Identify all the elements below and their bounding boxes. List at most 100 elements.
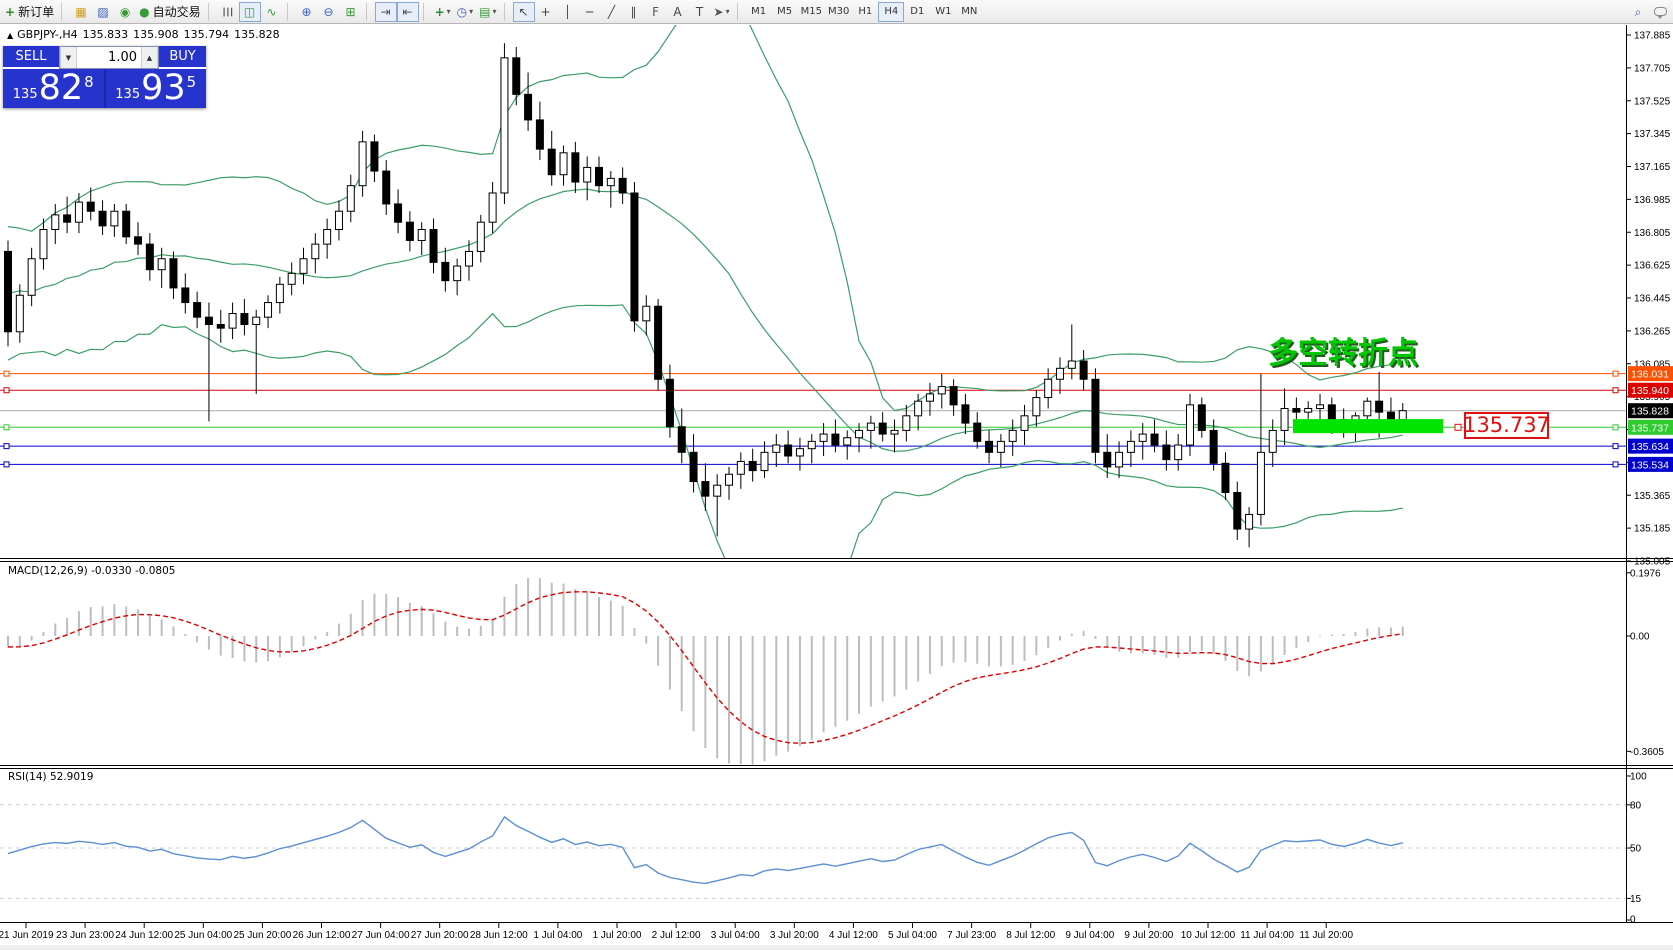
svg-text:26 Jun 12:00: 26 Jun 12:00 — [293, 930, 351, 941]
volume-input[interactable] — [77, 47, 141, 68]
signals-icon: ◉ — [119, 4, 131, 19]
svg-text:136.031: 136.031 — [1631, 369, 1669, 381]
text-label-button[interactable]: T — [689, 2, 711, 22]
svg-text:1 Jul 20:00: 1 Jul 20:00 — [593, 930, 642, 941]
trendline-icon: ╱ — [607, 4, 616, 19]
search-icon: ⌕ — [1634, 4, 1642, 19]
svg-text:23 Jun 23:00: 23 Jun 23:00 — [56, 930, 114, 941]
timeframe-button-h1[interactable]: H1 — [852, 2, 878, 22]
rsi-label: RSI(14) 52.9019 — [8, 771, 94, 783]
ohlc-open: 135.833 — [82, 28, 129, 41]
templates-button[interactable]: ▤ ▾ — [476, 2, 499, 22]
svg-text:27 Jun 04:00: 27 Jun 04:00 — [352, 930, 410, 941]
svg-text:10 Jul 12:00: 10 Jul 12:00 — [1181, 930, 1236, 941]
timeframe-button-m5[interactable]: M5 — [772, 2, 798, 22]
horizontal-line-button[interactable]: ─ — [579, 2, 601, 22]
tile-windows-button[interactable]: ⊞ — [340, 2, 362, 22]
candlestick-chart-button[interactable]: ◫ — [238, 1, 261, 22]
profiles-button[interactable]: ▨ — [92, 2, 114, 22]
zoom-out-button[interactable]: ⊖ — [318, 2, 340, 22]
toolbar-separator — [207, 2, 214, 21]
svg-text:15: 15 — [1630, 894, 1642, 905]
svg-text:135.185: 135.185 — [1634, 524, 1671, 535]
chart-canvas[interactable]: 多空转折点多空转折点135.737137.885137.705137.52513… — [0, 24, 1673, 950]
new-chart-button[interactable]: ▦ — [70, 2, 92, 22]
svg-text:136.625: 136.625 — [1634, 261, 1671, 272]
cursor-button[interactable]: ↖ — [512, 1, 535, 22]
svg-text:80: 80 — [1630, 800, 1642, 811]
comments-icon — [1653, 7, 1667, 19]
svg-text:24 Jun 12:00: 24 Jun 12:00 — [115, 930, 173, 941]
candlestick-chart-icon: ◫ — [243, 4, 256, 19]
cursor-icon: ↖ — [518, 4, 529, 19]
new-order-button[interactable]: + 新订单 — [2, 2, 57, 22]
bar-chart-button[interactable]: ☰ — [217, 2, 239, 22]
svg-text:3 Jul 04:00: 3 Jul 04:00 — [711, 930, 760, 941]
arrows-icon: ➤ — [713, 4, 724, 19]
new-order-label: 新订单 — [18, 5, 55, 19]
zoom-in-button[interactable]: ⊕ — [296, 2, 318, 22]
svg-text:135.534: 135.534 — [1631, 459, 1669, 471]
chart-shift-button[interactable]: ⇤ — [396, 1, 419, 22]
indicators-icon: + — [434, 4, 445, 19]
timeframe-button-d1[interactable]: D1 — [904, 2, 930, 22]
timeframe-button-m1[interactable]: M1 — [746, 2, 772, 22]
autotrading-label: 自动交易 — [152, 5, 201, 19]
arrows-button[interactable]: ➤ ▾ — [711, 2, 733, 22]
trendline-button[interactable]: ╱ — [601, 2, 623, 22]
timeframe-button-w1[interactable]: W1 — [930, 2, 956, 22]
volume-up-button[interactable]: ▲ — [141, 47, 158, 68]
crosshair-button[interactable]: + — [535, 2, 557, 22]
volume-down-button[interactable]: ▼ — [60, 47, 77, 68]
svg-text:0: 0 — [1630, 915, 1636, 926]
symbol-name: GBPJPY-,H4 — [17, 28, 78, 41]
toolbar-separator — [61, 2, 67, 21]
autotrading-icon: ● — [139, 4, 150, 19]
svg-text:9 Jul 04:00: 9 Jul 04:00 — [1065, 930, 1114, 941]
timeframe-button-h4[interactable]: H4 — [878, 1, 905, 22]
svg-text:11 Jul 20:00: 11 Jul 20:00 — [1299, 930, 1353, 941]
text-button[interactable]: A — [667, 2, 689, 22]
toolbar-group-timeframes: M1 M5 M15 M30 H1 H4 D1 W1 MN — [746, 0, 983, 24]
auto-scroll-button[interactable]: ⇥ — [374, 1, 397, 22]
chart-area[interactable]: 多空转折点 多空转折点 135.737 137.885 137.705 137.525 13… — [0, 24, 1673, 950]
svg-text:4 Jul 12:00: 4 Jul 12:00 — [829, 930, 878, 941]
sell-price[interactable]: 135 82 8 — [3, 69, 106, 108]
indicators-button[interactable]: + ▾ — [432, 2, 454, 22]
buy-price-prefix: 135 — [115, 87, 141, 102]
buy-price[interactable]: 135 93 5 — [106, 69, 207, 108]
timeframe-button-m30[interactable]: M30 — [825, 2, 852, 22]
buy-button[interactable]: BUY — [159, 46, 206, 69]
chevron-down-icon: ▾ — [446, 7, 451, 16]
svg-text:137.165: 137.165 — [1634, 162, 1671, 173]
ohlc-close: 135.828 — [234, 28, 280, 41]
svg-text:135.005: 135.005 — [1634, 557, 1671, 568]
svg-text:1 Jul 04:00: 1 Jul 04:00 — [533, 930, 582, 941]
toolbar-group-right: ⌕ — [1627, 2, 1671, 22]
crosshair-icon: + — [540, 4, 551, 19]
triangle-icon: ▲ — [7, 31, 14, 40]
svg-text:2 Jul 12:00: 2 Jul 12:00 — [652, 930, 701, 941]
comments-button[interactable] — [1649, 2, 1671, 22]
sell-button[interactable]: SELL — [3, 46, 59, 69]
channel-button[interactable]: ∥ — [623, 2, 645, 22]
timeframe-button-m15[interactable]: M15 — [798, 2, 825, 22]
signals-button[interactable]: ◉ — [114, 2, 136, 22]
periods-button[interactable]: ◷ ▾ — [454, 2, 477, 22]
autotrading-button[interactable]: ● 自动交易 — [136, 2, 204, 22]
svg-text:50: 50 — [1630, 844, 1642, 855]
fibonacci-button[interactable]: F — [645, 2, 667, 22]
ohlc-high: 135.908 — [133, 28, 179, 41]
search-button[interactable]: ⌕ — [1627, 2, 1649, 22]
macd-pane — [7, 578, 1404, 765]
svg-text:135.737: 135.737 — [1463, 413, 1550, 437]
chart-shift-icon: ⇤ — [402, 4, 413, 19]
svg-text:137.705: 137.705 — [1634, 63, 1671, 74]
template-icon: ▤ — [479, 4, 491, 19]
line-chart-button[interactable]: ∿ — [261, 2, 283, 22]
macd-label: MACD(12,26,9) -0.0330 -0.0805 — [8, 565, 176, 577]
timeframe-button-mn[interactable]: MN — [956, 2, 982, 22]
vertical-line-button[interactable]: │ — [557, 2, 579, 22]
toolbar-group-drawing: ↖ + │ ─ ╱ ∥ F A T ➤ ▾ — [512, 0, 733, 24]
